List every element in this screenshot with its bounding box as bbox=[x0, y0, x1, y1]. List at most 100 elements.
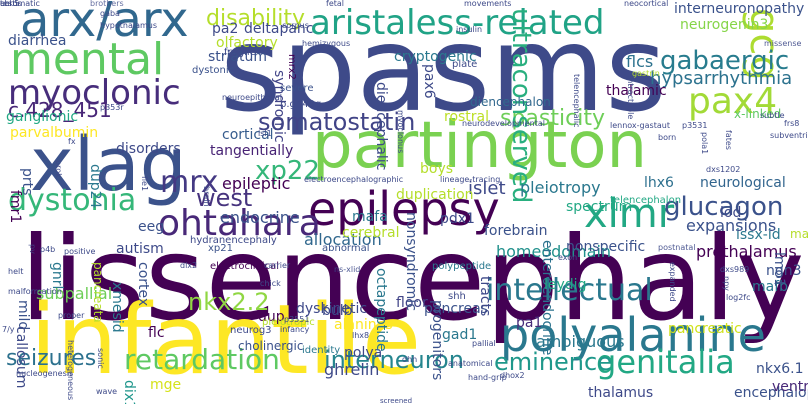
cloud-word: subtle bbox=[760, 111, 785, 120]
cloud-word: seizures bbox=[6, 346, 97, 371]
cloud-word: dystonic bbox=[192, 65, 235, 76]
cloud-word: electroencephalographic bbox=[304, 175, 404, 184]
cloud-word: p.g449g bbox=[280, 99, 322, 110]
cloud-word: spectrum bbox=[566, 199, 633, 215]
cloud-word: dyskinetic bbox=[296, 301, 368, 317]
cloud-word: corpus bbox=[282, 21, 309, 30]
cloud-word: abnormal bbox=[322, 243, 370, 254]
cloud-word: myoclonus bbox=[396, 110, 405, 154]
cloud-word: alanines bbox=[334, 317, 393, 333]
cloud-word: subpallial bbox=[36, 284, 113, 303]
cloud-word: log2fc bbox=[726, 293, 751, 302]
cloud-word: positive bbox=[64, 247, 96, 256]
cloud-word: flcs bbox=[626, 52, 654, 71]
cloud-word: fetal bbox=[326, 0, 344, 8]
cloud-word: boys bbox=[420, 161, 454, 177]
cloud-word: p3551 bbox=[284, 315, 310, 324]
cloud-word: exon bbox=[558, 253, 578, 262]
cloud-word: plate bbox=[452, 59, 478, 70]
cloud-word: eeg bbox=[138, 219, 165, 235]
cloud-word: chromatic bbox=[0, 0, 40, 8]
cloud-word: isl1 bbox=[258, 129, 272, 138]
cloud-word: gabaergic bbox=[660, 46, 790, 76]
cloud-word: lennox-gastaut bbox=[610, 121, 670, 130]
cloud-word: xlag bbox=[30, 122, 187, 208]
cloud-word: malformation bbox=[8, 287, 62, 296]
cloud-word: epilepsy bbox=[308, 182, 500, 236]
cloud-word: forebrain bbox=[484, 223, 548, 239]
cloud-word: diencephalon bbox=[470, 95, 551, 109]
cloud-word: encephalopathies bbox=[734, 385, 808, 401]
cloud-word: telencephalic bbox=[572, 74, 581, 128]
cloud-word: gnrl bbox=[49, 262, 65, 290]
cloud-word: callosum bbox=[13, 326, 29, 389]
cloud-word: floor bbox=[396, 295, 428, 311]
cloud-word: homeodomain bbox=[496, 242, 612, 261]
cloud-word: arx/arx bbox=[20, 0, 189, 48]
cloud-word: cholinergic bbox=[238, 339, 304, 353]
cloud-word: nonspecific bbox=[566, 239, 646, 255]
cloud-word: neurodevelopmental bbox=[462, 119, 545, 128]
cloud-word: eminence bbox=[494, 348, 612, 376]
cloud-word: mge bbox=[150, 377, 182, 393]
cloud-word: wave bbox=[96, 387, 118, 396]
cloud-word: epileptic bbox=[222, 174, 291, 193]
cloud-word: fle1 bbox=[140, 176, 149, 192]
cloud-word: xmesid bbox=[109, 282, 125, 333]
cloud-word: proper bbox=[58, 311, 85, 320]
cloud-word: ns-xlid bbox=[334, 265, 361, 274]
cloud-word: ganglionic bbox=[6, 109, 79, 125]
cloud-word: intellectual bbox=[486, 273, 653, 308]
cloud-word: genitalia bbox=[596, 343, 735, 381]
cloud-word: pancreas bbox=[424, 301, 488, 317]
cloud-word: lhx6 bbox=[644, 175, 674, 191]
cloud-word: sonic bbox=[96, 348, 105, 369]
cloud-word: pa1 bbox=[516, 315, 543, 331]
cloud-word: lineage-tracing bbox=[440, 175, 501, 184]
cloud-word: disorders bbox=[116, 141, 181, 157]
cloud-word: shh bbox=[448, 291, 466, 302]
cloud-word: telencephalon bbox=[610, 195, 682, 206]
cloud-word: ohtahara bbox=[158, 203, 321, 244]
cloud-word: issx-id bbox=[736, 227, 781, 243]
cloud-word: dystonia bbox=[8, 183, 137, 218]
cloud-word: hypsarrhythmia bbox=[650, 68, 793, 89]
cloud-word: octapeptide bbox=[373, 268, 389, 352]
cloud-word: mrx2 bbox=[286, 54, 297, 80]
cloud-word: dup bbox=[258, 309, 285, 325]
cloud-word: pancreata bbox=[91, 262, 105, 323]
cloud-word: neurological bbox=[700, 175, 786, 191]
cloud-word: mental bbox=[10, 34, 165, 85]
cloud-word: intractable bbox=[626, 76, 635, 120]
cloud-word: interneuronopathy bbox=[674, 1, 805, 17]
cloud-word: p353r bbox=[100, 103, 124, 112]
cloud-word: pleiotropic bbox=[262, 317, 315, 328]
cloud-word: carrier bbox=[264, 261, 291, 270]
cloud-word: helt bbox=[8, 267, 24, 276]
cloud-word: mafa bbox=[352, 209, 388, 225]
cloud-word: electroclinical bbox=[210, 261, 280, 272]
cloud-word: islet bbox=[468, 178, 506, 199]
cloud-word: retardation bbox=[124, 343, 280, 376]
cloud-word: rostral bbox=[444, 109, 490, 125]
cloud-word: bulb bbox=[322, 303, 353, 319]
cloud-word: pax4 bbox=[688, 81, 778, 122]
cloud-word: infantile bbox=[30, 284, 422, 396]
cloud-word: expansions bbox=[686, 216, 777, 235]
cloud-word: polya bbox=[344, 345, 383, 361]
cloud-word: males bbox=[790, 227, 808, 241]
cloud-word: gad1 bbox=[442, 327, 478, 343]
cloud-word: aristaless-related bbox=[310, 3, 605, 43]
cloud-word: allocation bbox=[304, 230, 382, 249]
cloud-word: polypeptide bbox=[432, 261, 492, 272]
cloud-word: neurogenin3 bbox=[680, 17, 769, 33]
cloud-word: thalamus bbox=[588, 385, 654, 401]
cloud-word: lod bbox=[720, 205, 742, 221]
cloud-word: diencephalic bbox=[373, 82, 389, 171]
cloud-word: pallial bbox=[472, 339, 496, 348]
cloud-word: xp21 bbox=[208, 243, 233, 254]
cloud-word: hemizygous bbox=[302, 39, 351, 48]
cloud-word: gaba bbox=[100, 9, 120, 18]
cloud-word: glucagon bbox=[664, 192, 784, 222]
